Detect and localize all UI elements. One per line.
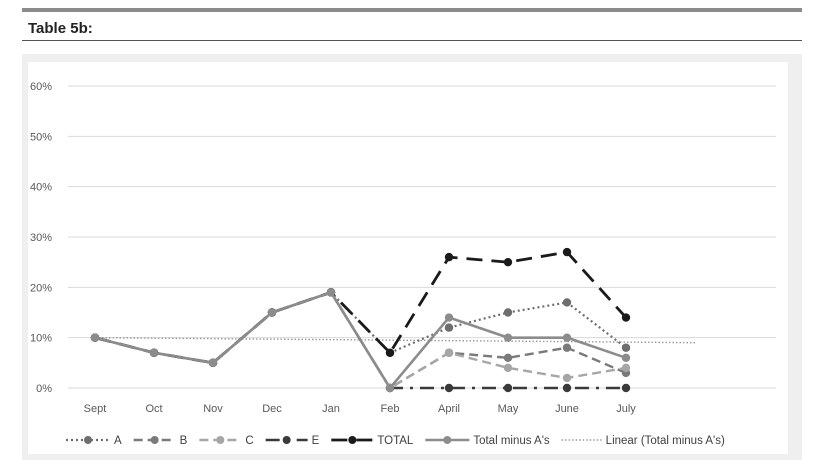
x-tick-label: July <box>616 403 636 415</box>
y-tick-label: 20% <box>30 282 52 294</box>
legend-marker <box>443 436 452 444</box>
page-title: Table 5b: <box>28 20 93 37</box>
data-point <box>444 348 454 357</box>
gridlines <box>68 85 776 389</box>
data-point <box>385 383 395 393</box>
data-point <box>444 252 454 262</box>
legend: A B C E TOTAL Total minus A's Linear (Total mi… <box>66 435 725 447</box>
data-point <box>444 313 454 322</box>
x-tick-label: Nov <box>203 403 223 415</box>
legend-label: E <box>312 435 320 447</box>
legend-label: Linear (Total minus A's) <box>606 435 725 447</box>
data-point <box>621 383 631 393</box>
top-rule <box>22 8 802 12</box>
y-tick-label: 0% <box>36 383 52 395</box>
y-tick-label: 10% <box>30 333 52 345</box>
data-point <box>149 348 159 357</box>
legend-marker <box>348 436 357 444</box>
data-point <box>562 373 572 383</box>
x-tick-label: Sept <box>84 403 107 415</box>
data-point <box>267 308 277 317</box>
series-line <box>94 291 627 390</box>
legend-label: C <box>245 435 253 447</box>
data-point <box>385 348 395 357</box>
legend-label: TOTAL <box>377 435 414 447</box>
data-point <box>326 288 336 297</box>
data-point <box>562 343 572 352</box>
x-tick-label: Oct <box>145 403 162 415</box>
data-point <box>562 247 572 257</box>
trendline-layer <box>94 336 697 344</box>
x-tick-label: Dec <box>262 403 282 415</box>
data-point <box>562 383 572 393</box>
data-point <box>444 323 454 332</box>
y-tick-label: 50% <box>30 131 52 143</box>
data-point <box>621 363 631 373</box>
y-tick-label: 60% <box>30 81 52 93</box>
data-point <box>503 353 513 362</box>
series-layer <box>90 247 631 393</box>
y-tick-label: 30% <box>30 232 52 244</box>
data-point <box>503 308 513 317</box>
legend-marker <box>84 436 92 444</box>
data-point <box>503 383 513 393</box>
x-tick-label: Feb <box>381 403 400 415</box>
line-chart: 0% 10% 20% 30% 40% 50% 60% Sept Oct Nov Dec Jan Feb… <box>30 81 776 447</box>
legend-label: Total minus A's <box>473 435 550 447</box>
title-rule <box>22 40 802 41</box>
chart-area: 0% 10% 20% 30% 40% 50% 60% Sept Oct Nov Dec Jan Feb… <box>28 62 788 454</box>
x-tick-label: Jan <box>322 403 340 415</box>
legend-marker <box>216 436 225 444</box>
x-axis-ticks: Sept Oct Nov Dec Jan Feb April May June July <box>84 403 637 415</box>
data-point <box>208 358 218 368</box>
series-line <box>94 250 628 365</box>
data-point <box>621 343 631 352</box>
legend-marker <box>282 436 291 444</box>
data-point <box>621 313 631 322</box>
trendline <box>94 336 697 344</box>
data-point <box>503 333 513 342</box>
legend-label: B <box>180 435 188 447</box>
x-tick-label: June <box>555 403 579 415</box>
legend-marker <box>150 436 159 444</box>
data-point <box>503 257 513 267</box>
x-tick-label: April <box>438 403 460 415</box>
data-point <box>562 298 572 307</box>
data-point <box>562 333 572 342</box>
y-axis-ticks: 0% 10% 20% 30% 40% 50% 60% <box>30 81 52 395</box>
data-point <box>444 383 454 393</box>
y-tick-label: 40% <box>30 182 52 194</box>
data-point <box>503 363 513 373</box>
data-point <box>90 333 100 342</box>
legend-label: A <box>114 435 122 447</box>
data-point <box>621 353 631 362</box>
x-tick-label: May <box>498 403 519 415</box>
